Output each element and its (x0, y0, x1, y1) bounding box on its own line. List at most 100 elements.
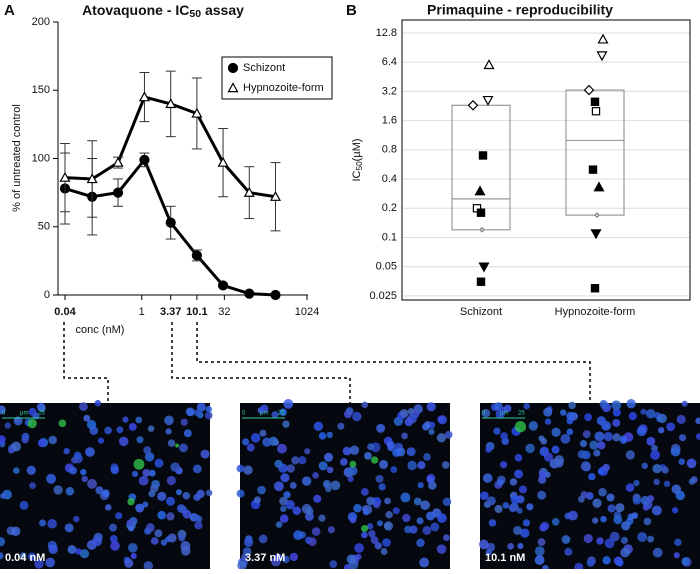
y-tick-label: 3.2 (382, 85, 397, 97)
cell-nucleus (641, 462, 649, 470)
cell-nucleus (514, 469, 523, 479)
cell-nucleus (611, 400, 622, 411)
marker (191, 250, 202, 261)
legend-box (221, 56, 333, 100)
cell-nucleus (349, 516, 357, 524)
cell-nucleus (509, 478, 518, 486)
cell-nucleus (376, 423, 386, 433)
cell-nucleus (330, 480, 341, 491)
marker (217, 156, 229, 167)
cell-nucleus (312, 471, 319, 479)
cell-nucleus (392, 507, 400, 515)
cell-nucleus (166, 475, 176, 486)
cell-nucleus (273, 481, 284, 492)
scale-bar-start: 0 (482, 411, 486, 417)
panel-label: A (4, 2, 15, 19)
cell-nucleus (253, 496, 261, 504)
cell-nucleus (97, 437, 105, 444)
cell-nucleus (626, 398, 636, 409)
cell-nucleus (647, 535, 655, 543)
cell-nucleus (289, 482, 297, 489)
cell-nucleus (157, 491, 167, 501)
cell-nucleus (110, 465, 120, 475)
cell-nucleus (510, 495, 520, 505)
micrograph: 0 µm 25 3.37 nM (236, 398, 453, 572)
cell-nucleus (313, 421, 324, 432)
micrograph-label: 0.04 nM (5, 552, 45, 564)
marker (139, 154, 150, 165)
cell-nucleus (0, 435, 6, 444)
cell-nucleus (11, 526, 21, 536)
scale-bar-unit: µm (20, 411, 28, 417)
cell-nucleus (436, 544, 447, 554)
cell-nucleus (283, 398, 294, 409)
cell-nucleus (178, 534, 186, 542)
y-tick-label: 1.6 (382, 115, 397, 127)
cell-nucleus (110, 541, 120, 551)
marker (479, 226, 485, 233)
cell-nucleus (401, 432, 408, 440)
cell-nucleus (242, 438, 250, 446)
x-tick-label: Hypnozoite-form (555, 306, 636, 318)
y-tick-label: 12.8 (376, 27, 397, 39)
x-tick-label: 1024 (295, 306, 319, 318)
cell-nucleus (0, 405, 6, 415)
cell-nucleus (625, 483, 635, 492)
cell-nucleus (14, 416, 21, 423)
cell-nucleus (650, 450, 660, 460)
chart-title: Primaquine - reproducibility (427, 2, 613, 18)
marker (227, 62, 239, 74)
cell-nucleus (277, 443, 287, 454)
cell-nucleus (640, 495, 650, 505)
marker (591, 106, 601, 116)
cell-nucleus (537, 538, 546, 546)
cell-nucleus (329, 560, 338, 569)
parasite (349, 460, 357, 468)
cell-nucleus (116, 426, 124, 434)
cell-nucleus (143, 561, 154, 571)
cell-nucleus (180, 541, 191, 551)
cell-nucleus (602, 463, 610, 472)
cell-nucleus (695, 417, 700, 425)
cell-nucleus (313, 494, 322, 503)
cell-nucleus (493, 427, 501, 435)
cell-nucleus (343, 410, 352, 419)
cell-nucleus (291, 456, 300, 465)
marker (86, 173, 98, 184)
cell-nucleus (517, 542, 524, 550)
micrograph: 0 µm 25 0.04 nM (0, 399, 213, 571)
micrograph-label: 3.37 nM (245, 552, 285, 564)
cell-nucleus (0, 552, 4, 560)
cell-nucleus (615, 503, 625, 513)
marker (594, 212, 600, 218)
x-axis-label: conc (nM) (76, 324, 125, 336)
cell-nucleus (616, 559, 624, 567)
cell-nucleus (241, 553, 248, 561)
cell-nucleus (657, 427, 665, 434)
cell-nucleus (681, 557, 690, 566)
cell-nucleus (259, 429, 267, 437)
cell-nucleus (407, 460, 417, 471)
scale-bar-unit: µm (260, 411, 268, 417)
cell-nucleus (337, 422, 345, 430)
cell-nucleus (0, 492, 7, 499)
cell-nucleus (603, 431, 613, 442)
y-tick-label: 0 (44, 289, 50, 301)
x-tick-label: 10.1 (186, 306, 207, 318)
cell-nucleus (628, 411, 637, 421)
cell-nucleus (244, 537, 254, 548)
cell-nucleus (551, 518, 560, 526)
chart-title-part: 50 (189, 8, 201, 20)
cell-nucleus (488, 519, 497, 527)
cell-nucleus (437, 415, 448, 425)
marker (590, 229, 602, 240)
plot-frame (401, 19, 691, 301)
cell-nucleus (607, 504, 616, 513)
cell-nucleus (423, 453, 431, 461)
cell-nucleus (19, 500, 29, 510)
cell-nucleus (361, 401, 369, 409)
cell-nucleus (577, 495, 585, 503)
cell-nucleus (636, 426, 647, 437)
cell-nucleus (353, 504, 362, 513)
cell-nucleus (166, 512, 175, 521)
